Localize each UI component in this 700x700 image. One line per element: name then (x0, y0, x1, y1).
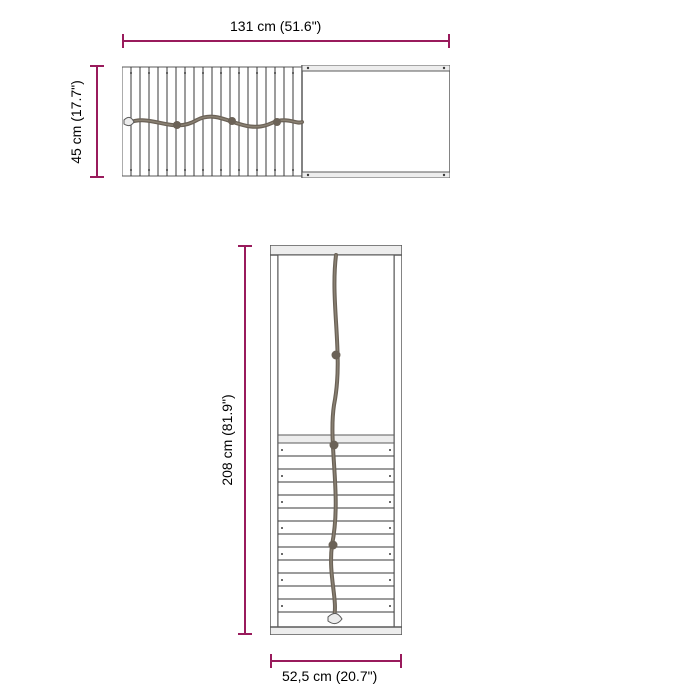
diagram-canvas: 131 cm (51.6") 45 cm (17.7") (0, 0, 700, 700)
top-view (122, 65, 450, 178)
dim-line-top-height (96, 65, 98, 178)
dim-label-top-height: 45 cm (17.7") (68, 72, 84, 172)
dim-tick-front-width-left (270, 654, 272, 668)
dim-tick-top-width-left (122, 34, 124, 48)
dim-tick-top-height-bot (90, 176, 104, 178)
dim-tick-front-width-right (400, 654, 402, 668)
dim-line-top-width (122, 40, 450, 42)
dim-line-front-height (244, 245, 246, 635)
dim-line-front-width (270, 660, 402, 662)
dim-tick-top-width-right (448, 34, 450, 48)
dim-label-front-width: 52,5 cm (20.7") (282, 668, 377, 684)
dim-label-top-width: 131 cm (51.6") (230, 18, 321, 34)
front-view (270, 245, 402, 635)
dim-tick-top-height-top (90, 65, 104, 67)
top-view-panel (302, 65, 450, 178)
dim-tick-front-height-top (238, 245, 252, 247)
dim-label-front-height: 208 cm (81.9") (219, 385, 235, 495)
dim-tick-front-height-bot (238, 633, 252, 635)
